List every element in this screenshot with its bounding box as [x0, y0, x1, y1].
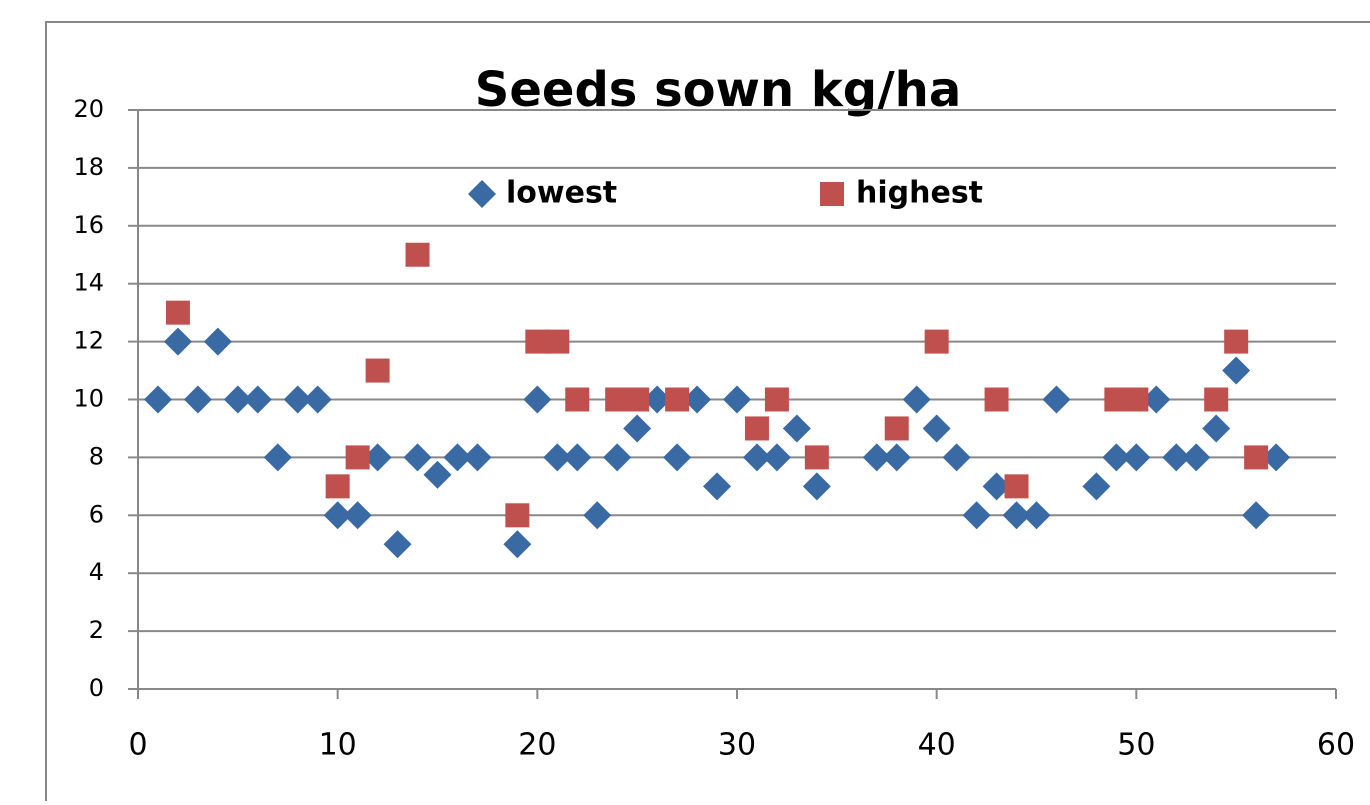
y-tick-label: 8	[89, 442, 104, 470]
point	[143, 385, 172, 414]
point	[703, 472, 732, 501]
x-tick-label: 10	[319, 728, 357, 763]
point	[283, 385, 312, 414]
point	[982, 472, 1011, 501]
point	[203, 327, 232, 356]
point	[1224, 329, 1249, 354]
point	[165, 300, 190, 325]
point	[303, 385, 332, 414]
point	[1262, 443, 1291, 472]
point	[1242, 501, 1271, 530]
point	[563, 443, 592, 472]
point	[1004, 474, 1029, 499]
point	[1122, 443, 1151, 472]
point	[762, 443, 791, 472]
point	[742, 443, 771, 472]
point	[663, 443, 692, 472]
y-tick-label: 16	[73, 211, 104, 239]
point	[902, 385, 931, 414]
y-tick-label: 10	[73, 385, 104, 413]
legend-label: lowest	[506, 176, 617, 211]
point	[984, 387, 1009, 412]
point	[383, 530, 412, 559]
y-tick-label: 12	[73, 327, 104, 355]
legend-label: highest	[856, 176, 983, 211]
point	[565, 387, 590, 412]
point	[325, 474, 350, 499]
x-tick-label: 20	[518, 728, 556, 763]
point	[782, 414, 811, 443]
point	[744, 416, 769, 441]
y-tick-label: 0	[89, 674, 104, 702]
point	[1204, 387, 1229, 412]
point	[862, 443, 891, 472]
point	[1244, 445, 1269, 470]
point	[804, 445, 829, 470]
x-tick-label: 0	[128, 728, 147, 763]
point	[223, 385, 252, 414]
point	[922, 414, 951, 443]
point	[1162, 443, 1191, 472]
point	[802, 472, 831, 501]
point	[545, 329, 570, 354]
point	[463, 443, 492, 472]
point	[623, 414, 652, 443]
point	[403, 443, 432, 472]
point	[1022, 501, 1051, 530]
x-tick-label: 40	[918, 728, 956, 763]
point	[363, 443, 392, 472]
y-tick-label: 20	[73, 95, 104, 123]
point	[1082, 472, 1111, 501]
point	[1042, 385, 1071, 414]
point	[683, 385, 712, 414]
point	[1222, 356, 1251, 385]
point	[665, 387, 690, 412]
x-tick-label: 30	[718, 728, 756, 763]
point	[884, 416, 909, 441]
point	[243, 385, 272, 414]
point	[1124, 387, 1149, 412]
point	[1202, 414, 1231, 443]
y-tick-label: 18	[73, 153, 104, 181]
y-tick-label: 4	[89, 558, 104, 586]
point	[343, 501, 372, 530]
point	[764, 387, 789, 412]
point	[543, 443, 572, 472]
point	[625, 387, 650, 412]
point	[523, 385, 552, 414]
point	[1142, 385, 1171, 414]
point	[643, 385, 672, 414]
point	[345, 445, 370, 470]
point	[603, 443, 632, 472]
x-tick-label: 50	[1117, 728, 1155, 763]
point	[583, 501, 612, 530]
point	[505, 503, 530, 528]
point	[942, 443, 971, 472]
point	[183, 385, 212, 414]
point	[962, 501, 991, 530]
point	[723, 385, 751, 414]
point	[924, 329, 949, 354]
y-tick-label: 2	[89, 616, 104, 644]
point	[503, 530, 532, 559]
point	[1102, 443, 1131, 472]
legend-marker	[468, 180, 496, 208]
point	[882, 443, 911, 472]
chart-frame	[45, 21, 1370, 805]
point	[263, 443, 292, 472]
point	[1182, 443, 1211, 472]
point	[365, 358, 390, 383]
point	[405, 242, 430, 267]
point	[443, 443, 472, 472]
chart-title: Seeds sown kg/ha	[475, 62, 961, 118]
y-tick-label: 6	[89, 500, 104, 528]
point	[423, 460, 452, 489]
point	[1002, 501, 1031, 530]
x-tick-label: 60	[1317, 728, 1355, 763]
y-tick-label: 14	[73, 269, 104, 297]
point	[323, 501, 352, 530]
point	[163, 327, 192, 356]
legend-marker	[820, 182, 844, 206]
